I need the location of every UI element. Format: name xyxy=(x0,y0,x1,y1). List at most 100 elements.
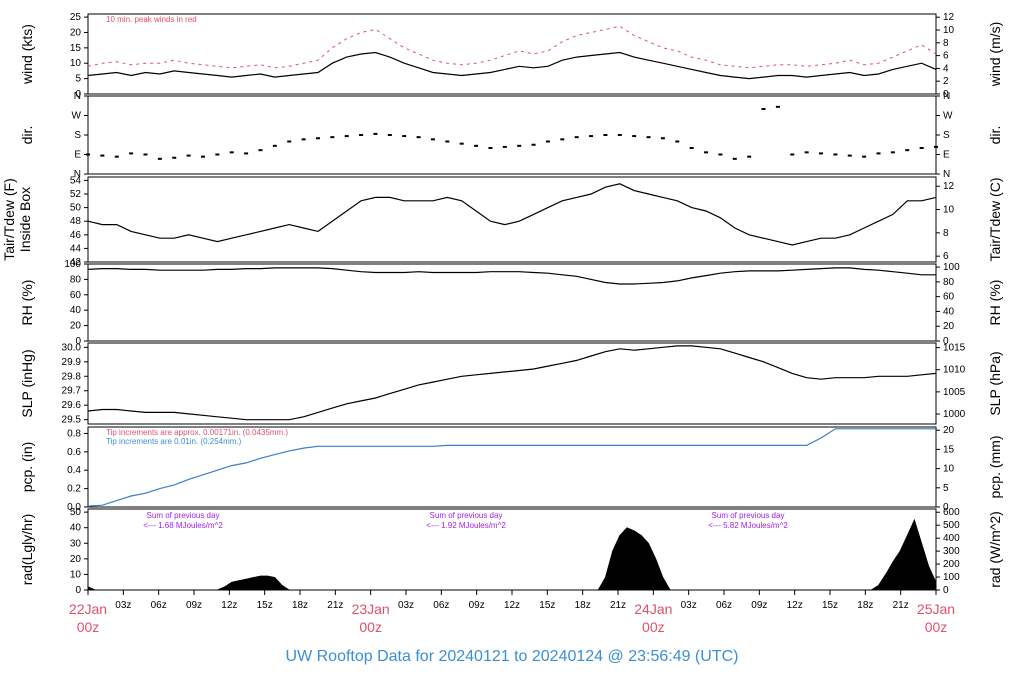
y-tick-label-right: 5 xyxy=(943,483,949,494)
y-tick-label-right: E xyxy=(943,150,950,161)
direction-point xyxy=(445,140,450,143)
y-tick-label-right: 1010 xyxy=(943,365,966,376)
y-tick-label: 48 xyxy=(70,216,82,227)
x-date-label: 25Jan xyxy=(917,601,955,617)
y-tick-label: 30 xyxy=(70,538,82,549)
direction-point xyxy=(373,132,378,135)
panel-frame xyxy=(87,13,937,95)
direction-point xyxy=(459,142,464,145)
direction-point xyxy=(589,135,594,138)
panel-6 xyxy=(84,426,940,508)
panel-4 xyxy=(84,263,940,342)
y-tick-label: S xyxy=(74,130,81,141)
y-tick-label: 15 xyxy=(70,43,82,54)
y-tick-label: 80 xyxy=(70,274,82,285)
direction-point xyxy=(704,151,709,154)
y-tick-label: 20 xyxy=(70,321,82,332)
y-axis-label-right: Tair/Tdew (C) xyxy=(987,177,1003,261)
y-tick-label-right: 500 xyxy=(943,520,960,531)
y-tick-label-right: 6 xyxy=(943,251,949,262)
y-tick-label: 29.6 xyxy=(62,400,82,411)
direction-point xyxy=(344,135,349,138)
y-tick-label: 0 xyxy=(75,89,81,100)
annotation-sum-value: <--- 5.82 MJoules/m^2 xyxy=(708,521,788,530)
y-tick-label: 0.4 xyxy=(67,465,81,476)
panel-3 xyxy=(84,176,940,263)
direction-point xyxy=(402,135,407,138)
direction-point xyxy=(862,155,867,158)
y-tick-label: 100 xyxy=(64,259,81,270)
y-tick-label-right: 10 xyxy=(943,25,955,36)
y-tick-label: 60 xyxy=(70,290,82,301)
y-tick-label-right: 2 xyxy=(943,76,949,87)
y-axis-label: SLP (inHg) xyxy=(19,349,35,417)
x-date-time-label: 00z xyxy=(642,619,665,635)
annotation-sum-title: Sum of previous day xyxy=(712,511,785,520)
direction-point xyxy=(143,153,148,156)
y-axis-label: wind (kts) xyxy=(19,24,35,85)
y-tick-label-right: 80 xyxy=(943,277,955,288)
y-tick-label: 30.0 xyxy=(62,342,82,353)
direction-point xyxy=(301,138,306,141)
panel-5 xyxy=(84,342,940,425)
y-tick-label-right: S xyxy=(943,130,950,141)
direction-point xyxy=(732,157,737,160)
annotation-sum-value: <--- 1.92 MJoules/m^2 xyxy=(426,521,506,530)
y-tick-label-right: 8 xyxy=(943,228,949,239)
y-tick-label: 20 xyxy=(70,554,82,565)
direction-point xyxy=(488,147,493,149)
direction-point xyxy=(531,143,536,146)
series-slp xyxy=(87,345,937,421)
x-tick-label: 12z xyxy=(504,600,520,611)
y-tick-label: 50 xyxy=(70,203,82,214)
y-tick-label: 25 xyxy=(70,12,82,23)
direction-point xyxy=(215,153,220,156)
direction-point xyxy=(172,156,177,159)
annotation-tip-2: Tip increments are 0.01in. (0.254mm.) xyxy=(106,437,242,446)
direction-point xyxy=(244,152,249,155)
annotation-sum-title: Sum of previous day xyxy=(147,511,220,520)
direction-point xyxy=(934,145,938,148)
x-tick-label: 18z xyxy=(292,600,308,611)
y-axis-label: RH (%) xyxy=(19,280,35,326)
x-date-time-label: 00z xyxy=(359,619,382,635)
x-tick-label: 03z xyxy=(681,600,697,611)
x-tick-label: 12z xyxy=(787,600,803,611)
panel-frame xyxy=(87,342,937,425)
y-tick-label: 5 xyxy=(75,74,81,85)
y-tick-label-right: N xyxy=(943,91,950,102)
direction-point xyxy=(747,155,752,158)
y-tick-label: 29.5 xyxy=(62,415,82,426)
y-tick-label-right: 1000 xyxy=(943,409,966,420)
direction-point xyxy=(632,135,637,138)
x-tick-label: 06z xyxy=(433,600,449,611)
panel-2 xyxy=(84,95,940,175)
direction-point xyxy=(315,137,320,140)
y-tick-label-right: 20 xyxy=(943,321,955,332)
direction-point xyxy=(819,152,824,155)
direction-point xyxy=(660,137,665,140)
direction-point xyxy=(761,108,766,110)
y-tick-label: 54 xyxy=(70,175,82,186)
y-axis-label-right: RH (%) xyxy=(987,280,1003,326)
y-tick-label-right: 300 xyxy=(943,546,960,557)
x-date-time-label: 00z xyxy=(77,619,100,635)
direction-point xyxy=(272,144,277,147)
direction-point xyxy=(890,151,895,154)
direction-point xyxy=(430,138,435,141)
y-tick-label-right: 40 xyxy=(943,306,955,317)
y-tick-label: 20 xyxy=(70,27,82,38)
direction-point xyxy=(100,154,105,157)
x-tick-label: 21z xyxy=(610,600,626,611)
series-rad xyxy=(87,518,937,591)
y-tick-label-right: N xyxy=(943,169,950,180)
y-tick-label-right: 1015 xyxy=(943,343,966,354)
y-tick-label: 29.8 xyxy=(62,371,82,382)
x-date-label: 24Jan xyxy=(634,601,672,617)
y-tick-label: 10 xyxy=(70,569,82,580)
direction-point xyxy=(775,105,780,108)
panel-frame xyxy=(87,95,937,175)
annotation-tip-1: Tip increments are approx. 0.00171in. (0… xyxy=(106,428,288,437)
y-axis-label: rad(Lgly/hr) xyxy=(19,514,35,586)
